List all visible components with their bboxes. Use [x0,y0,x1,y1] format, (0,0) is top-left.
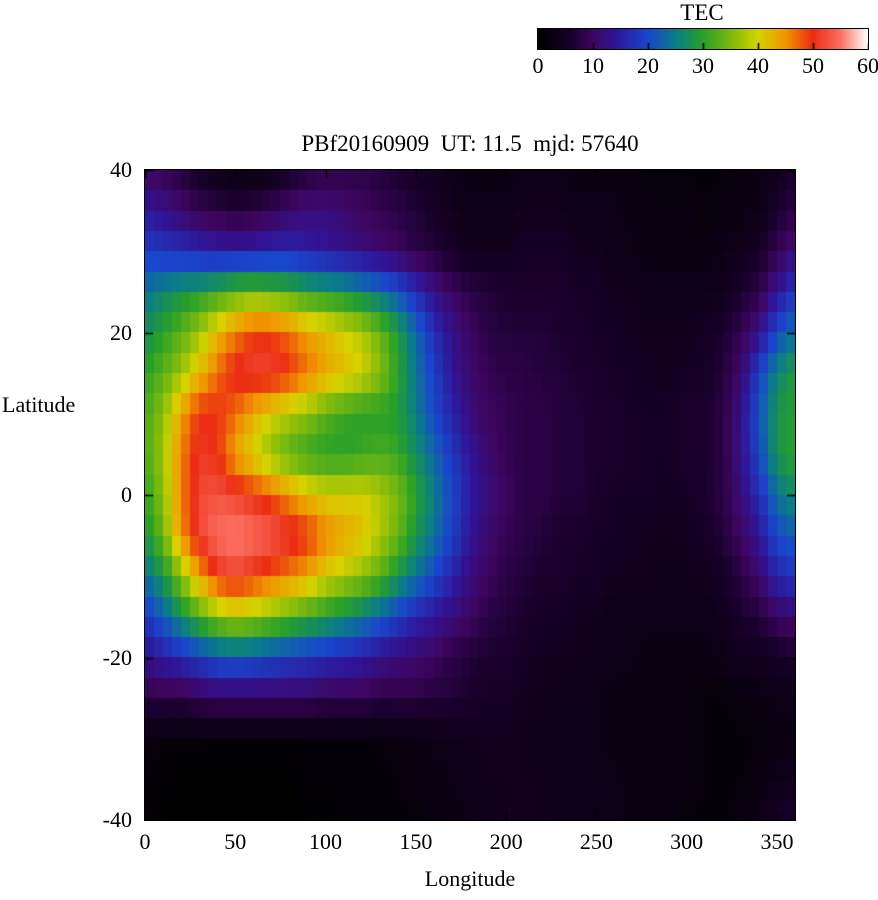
heatmap-canvas [144,169,796,821]
y-tick-label: 40 [110,157,132,182]
colorbar-tick-label: 0 [532,53,544,78]
y-tick-label: -20 [102,644,132,670]
y-tick-label: 0 [121,482,132,507]
x-tick-label: 350 [760,829,794,854]
colorbar-title: TEC [680,0,724,25]
colorbar-tick-label: 30 [692,53,714,78]
x-tick-label: 300 [670,829,704,854]
colorbar-tick-label: 40 [747,53,769,78]
colorbar-tick-label: 20 [637,53,659,78]
colorbar-tick-label: 10 [582,53,604,78]
x-tick-label: 200 [489,829,523,854]
colorbar-tick-label: 50 [802,53,824,78]
colorbar-gradient [537,28,869,50]
x-tick-label: 250 [579,829,613,854]
x-tick-label: 150 [399,829,433,854]
y-tick-label: -40 [102,807,132,832]
x-tick-label: 50 [224,829,247,854]
x-tick-label: 100 [309,829,343,854]
y-tick-label: 20 [110,319,132,345]
plot-title: PBf20160909 UT: 11.5 mjd: 57640 [301,131,639,156]
x-tick-label: 0 [139,829,151,854]
y-axis-label: Latitude [2,392,76,417]
x-axis-label: Longitude [424,866,516,891]
colorbar-tick-label: 60 [857,53,878,78]
